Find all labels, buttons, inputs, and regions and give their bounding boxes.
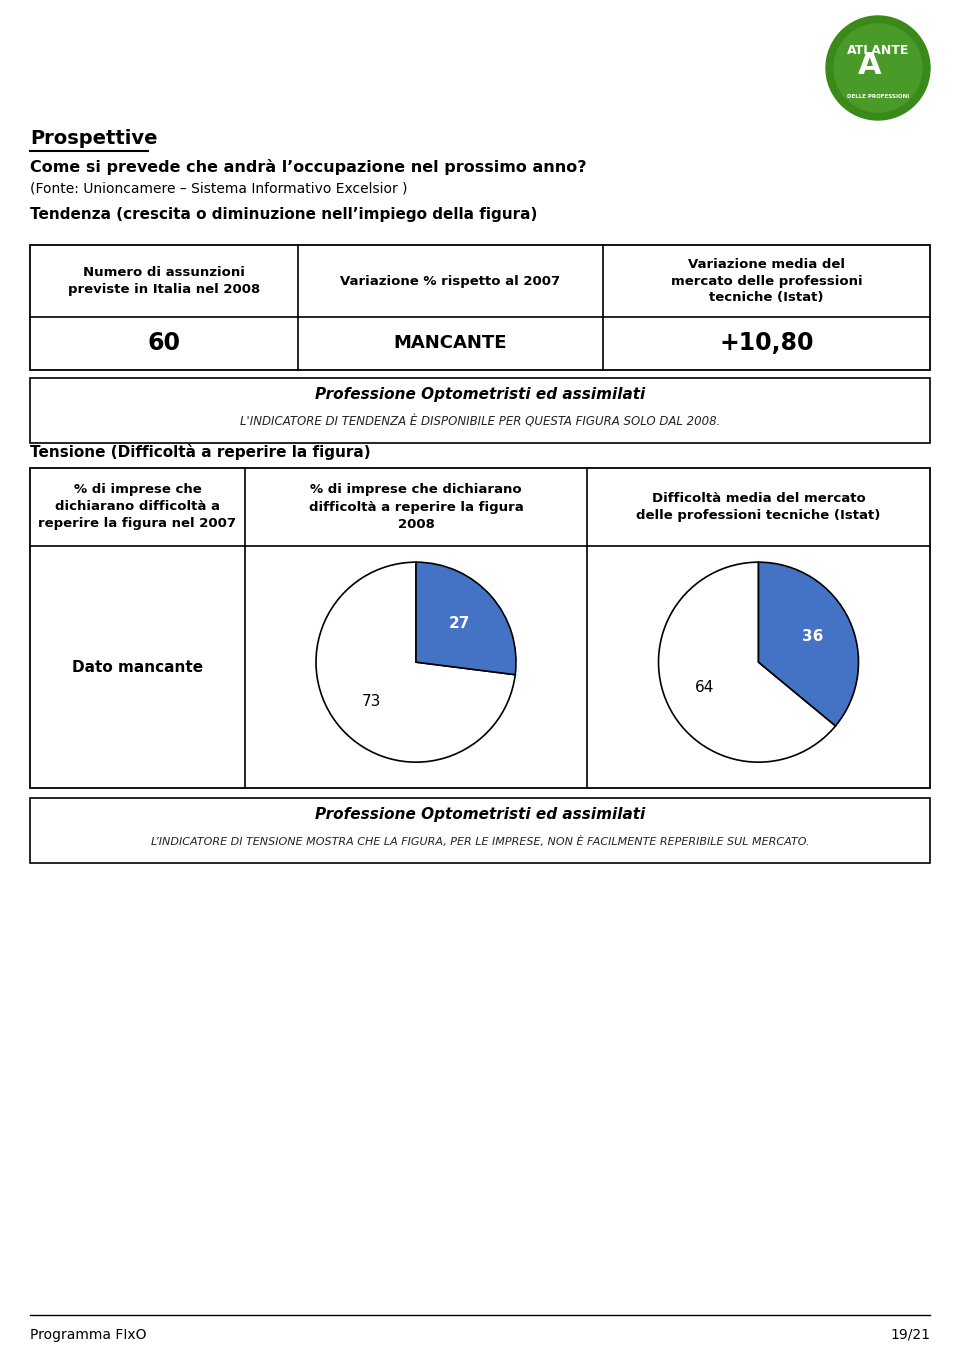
Wedge shape xyxy=(316,562,516,762)
Text: +10,80: +10,80 xyxy=(719,332,814,355)
Text: Numero di assunzioni
previste in Italia nel 2008: Numero di assunzioni previste in Italia … xyxy=(68,267,260,296)
Circle shape xyxy=(834,24,922,112)
Text: L’INDICATORE DI TENSIONE MOSTRA CHE LA FIGURA, PER LE IMPRESE, NON È FACILMENTE : L’INDICATORE DI TENSIONE MOSTRA CHE LA F… xyxy=(151,836,809,847)
Text: A: A xyxy=(858,52,882,80)
Text: 64: 64 xyxy=(694,680,714,695)
Text: 27: 27 xyxy=(449,616,470,631)
Text: % di imprese che dichiarano
difficoltà a reperire la figura
2008: % di imprese che dichiarano difficoltà a… xyxy=(308,484,523,530)
Text: MANCANTE: MANCANTE xyxy=(394,335,507,352)
Wedge shape xyxy=(416,562,516,675)
Circle shape xyxy=(826,16,930,120)
Wedge shape xyxy=(758,562,858,726)
Text: L'INDICATORE DI TENDENZA È DISPONIBILE PER QUESTA FIGURA SOLO DAL 2008.: L'INDICATORE DI TENDENZA È DISPONIBILE P… xyxy=(240,416,720,428)
Text: Come si prevede che andrà l’occupazione nel prossimo anno?: Come si prevede che andrà l’occupazione … xyxy=(30,159,587,175)
Text: Tendenza (crescita o diminuzione nell’impiego della figura): Tendenza (crescita o diminuzione nell’im… xyxy=(30,207,538,222)
Text: 36: 36 xyxy=(803,630,824,645)
Text: (Fonte: Unioncamere – Sistema Informativo Excelsior ): (Fonte: Unioncamere – Sistema Informativ… xyxy=(30,181,407,194)
Text: Professione Optometristi ed assimilati: Professione Optometristi ed assimilati xyxy=(315,386,645,401)
Text: DELLE PROFESSIONI: DELLE PROFESSIONI xyxy=(847,94,909,98)
Text: 60: 60 xyxy=(148,332,180,355)
Wedge shape xyxy=(659,562,835,762)
Text: Dato mancante: Dato mancante xyxy=(72,660,204,675)
Text: Tensione (Difficoltà a reperire la figura): Tensione (Difficoltà a reperire la figur… xyxy=(30,443,371,460)
Text: Professione Optometristi ed assimilati: Professione Optometristi ed assimilati xyxy=(315,806,645,821)
Text: Prospettive: Prospettive xyxy=(30,129,157,148)
Text: % di imprese che
dichiarano difficoltà a
reperire la figura nel 2007: % di imprese che dichiarano difficoltà a… xyxy=(38,484,236,530)
Bar xyxy=(30,378,930,443)
Text: 19/21: 19/21 xyxy=(890,1327,930,1342)
Text: Variazione media del
mercato delle professioni
tecniche (Istat): Variazione media del mercato delle profe… xyxy=(671,257,862,305)
Text: Variazione % rispetto al 2007: Variazione % rispetto al 2007 xyxy=(341,275,561,287)
Text: Programma FIxO: Programma FIxO xyxy=(30,1327,147,1342)
Text: 73: 73 xyxy=(361,695,381,710)
Bar xyxy=(30,245,930,370)
Text: Difficoltà media del mercato
delle professioni tecniche (Istat): Difficoltà media del mercato delle profe… xyxy=(636,492,880,522)
Text: ATLANTE: ATLANTE xyxy=(847,44,909,57)
Bar xyxy=(30,468,930,787)
Bar xyxy=(30,798,930,864)
